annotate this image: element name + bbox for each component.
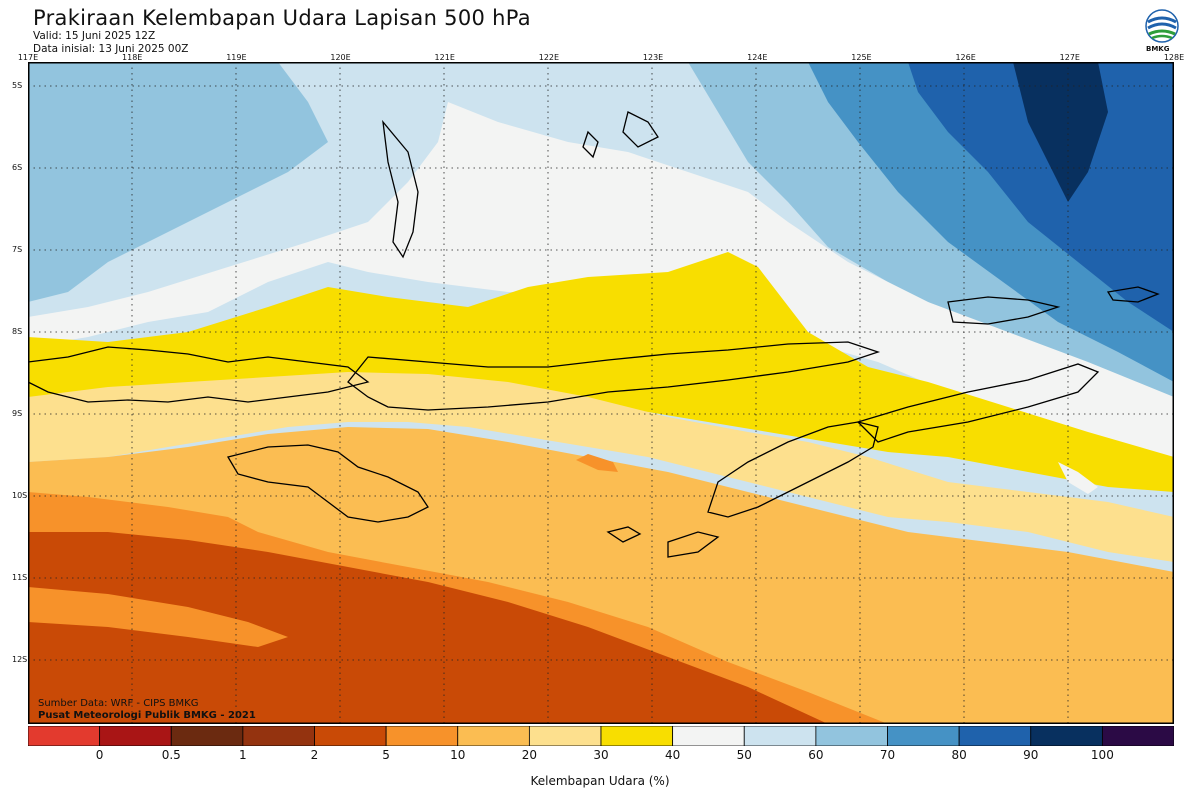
coast-alor [1106, 286, 1160, 303]
coast-timor-leste [856, 363, 1100, 443]
lon-label: 127E [1059, 53, 1080, 62]
init-time: Data inisial: 13 Juni 2025 00Z [33, 43, 189, 55]
colorbar-tick-label: 80 [951, 748, 967, 762]
coast-sumbawa [28, 346, 370, 403]
credit-org: Pusat Meteorologi Publik BMKG - 2021 [38, 710, 256, 721]
map-title: Prakiraan Kelembapan Udara Lapisan 500 h… [33, 6, 531, 30]
lon-label: 118E [122, 53, 143, 62]
colorbar-swatch [1030, 726, 1103, 746]
colorbar-swatch [170, 726, 244, 746]
coast-sawu [606, 526, 642, 543]
lat-label: 5S [12, 81, 23, 90]
colorbar-swatch [314, 726, 387, 746]
lon-label: 121E [434, 53, 455, 62]
colorbar-tick-label: 10 [450, 748, 466, 762]
colorbar-swatch [99, 726, 172, 746]
colorbar-tick-label: 1 [239, 748, 247, 762]
lat-label: 12S [12, 655, 28, 664]
colorbar-tick-label: 40 [664, 748, 681, 762]
humidity-map [28, 62, 1174, 724]
coast-rote [667, 531, 720, 558]
colorbar-tick-label: 2 [310, 748, 319, 762]
colorbar-swatch [528, 726, 602, 746]
lon-label: 128E [1163, 53, 1185, 62]
colorbar-swatch [1101, 726, 1174, 746]
coast-flores [347, 341, 881, 411]
colorbar-tick-label: 0.5 [161, 748, 181, 762]
band-40-50-yellow [28, 252, 1174, 492]
band-30-40 [28, 372, 1174, 562]
coast-timor [707, 421, 879, 518]
colorbar-swatch [958, 726, 1032, 746]
coast-sumba [226, 444, 429, 523]
lon-label: 126E [955, 53, 976, 62]
colorbar-swatch [457, 726, 530, 746]
band-10-20-inner [28, 587, 288, 647]
colorbar-swatch [672, 726, 745, 746]
colorbar-tick-label: 0 [95, 748, 104, 762]
colorbar-tick-label: 30 [593, 748, 609, 762]
colorbar-tick-label: 50 [736, 748, 752, 762]
coast-selayar [582, 130, 599, 159]
colorbar-tick-label: 70 [879, 748, 896, 762]
lat-label: 11S [12, 573, 28, 582]
colorbar-swatch [887, 726, 960, 746]
coast-sulawesi-south [382, 119, 419, 259]
colorbar-title: Kelembapan Udara (%) [530, 774, 670, 788]
valid-time: Valid: 15 Juni 2025 12Z [33, 30, 156, 42]
lon-label: 117E [17, 53, 39, 62]
lon-label: 120E [330, 53, 351, 62]
colorbar-tick-label: 60 [808, 748, 824, 762]
colorbar-swatch [28, 726, 101, 746]
map-frame [28, 62, 1174, 724]
lon-label: 119E [226, 53, 247, 62]
colorbar-tick-label: 5 [382, 748, 390, 762]
colorbar-tick-label: 90 [1023, 748, 1039, 762]
lat-label: 9S [12, 409, 23, 418]
lon-label: 125E [851, 53, 872, 62]
colorbar-swatch [600, 726, 674, 746]
colorbar-swatch [815, 726, 888, 746]
lon-label: 123E [642, 53, 664, 62]
colorbar [28, 726, 1174, 746]
lon-label: 122E [538, 53, 560, 62]
logo-label: BMKG [1146, 45, 1170, 53]
colorbar-swatch [385, 726, 459, 746]
band-5-10 [28, 532, 828, 724]
colorbar-swatch [242, 726, 315, 746]
band-70-80-west [28, 62, 328, 302]
lat-label: 7S [12, 245, 23, 254]
lat-label: 6S [12, 163, 23, 172]
colorbar-tick-label: 20 [521, 748, 538, 762]
band-dark-core [1013, 62, 1108, 202]
graticule [28, 62, 1174, 724]
credit-source: Sumber Data: WRF - CIPS BMKG [38, 698, 199, 709]
small-patch [576, 454, 618, 472]
coast-buton [622, 111, 659, 148]
colorbar-tick-label: 100 [1090, 748, 1114, 762]
coastlines [28, 111, 1160, 558]
bmkg-logo-icon [1145, 9, 1179, 43]
lon-label: 124E [747, 53, 768, 62]
coast-wetar [947, 296, 1061, 325]
lat-label: 8S [12, 327, 23, 336]
colorbar-swatch [743, 726, 817, 746]
band-90-100 [908, 62, 1174, 332]
lat-label: 10S [12, 491, 28, 500]
